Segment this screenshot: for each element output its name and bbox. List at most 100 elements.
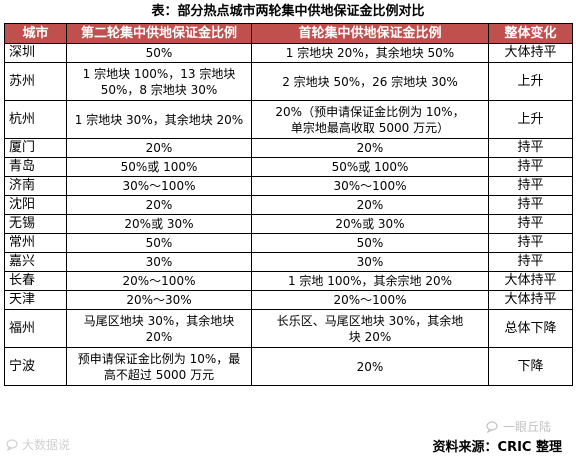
table-row: 苏州 1 宗地块 100%，13 宗地块 50%，8 宗地块 30% 2 宗地块 50…	[4, 62, 573, 101]
cell-city: 宁波	[4, 347, 67, 386]
cell-first-round: 2 宗地块 50%，26 宗地块 30%	[251, 62, 489, 101]
header-change: 整体变化	[488, 23, 573, 44]
cell-change: 持平	[488, 138, 573, 158]
table-row: 杭州 1 宗地块 30%，其余地块 20% 20%（预申请保证金比例为 10%， 单宗…	[4, 100, 573, 139]
cell-line: 预申请保证金比例为 10%，最	[77, 351, 241, 366]
cell-city: 无锡	[4, 214, 67, 234]
cell-first-round: 20%	[251, 195, 489, 215]
cell-line: 20%	[356, 359, 384, 374]
cell-line: 20%或 30%	[335, 217, 405, 231]
cell-first-round: 长乐区、马尾区地块 30%，其余地块 20%	[251, 309, 489, 348]
table-row: 厦门 20% 20% 持平	[4, 138, 573, 158]
cell-second-round: 20%	[66, 195, 252, 215]
cell-line: 20%～100%	[122, 274, 196, 288]
table-row: 深圳 50% 1 宗地块 20%，其余地块 50% 大体持平	[4, 43, 573, 63]
cell-city: 常州	[4, 233, 67, 253]
table-row: 济南 30%～100% 30%～100% 持平	[4, 176, 573, 196]
table-row: 青岛 50%或 100% 50%或 100% 持平	[4, 157, 573, 177]
cell-line: 50%	[356, 236, 384, 250]
cell-change: 总体下降	[488, 309, 573, 348]
table-row: 长春 20%～100% 1 宗地 100%，其余宗地 20% 大体持平	[4, 271, 573, 291]
cell-change: 下降	[488, 347, 573, 386]
cell-line: 2 宗地块 50%，26 宗地块 30%	[282, 74, 458, 89]
cell-change: 持平	[488, 214, 573, 234]
cell-second-round: 50%	[66, 43, 252, 63]
cell-line: 50%	[145, 46, 173, 60]
cell-line: 50%或 100%	[120, 160, 198, 174]
cell-second-round: 30%	[66, 252, 252, 272]
cell-first-round: 20%	[251, 138, 489, 158]
cell-change: 持平	[488, 233, 573, 253]
cell-city: 深圳	[4, 43, 67, 63]
cell-first-round: 30%～100%	[251, 176, 489, 196]
cell-line: 20%	[356, 198, 384, 212]
cell-change: 上升	[488, 62, 573, 101]
cell-city: 沈阳	[4, 195, 67, 215]
watermark-left-text: 大数据说	[22, 438, 71, 452]
header-first-round: 首轮集中供地保证金比例	[251, 23, 489, 44]
cell-line: 20%	[145, 329, 173, 344]
table-row: 无锡 20%或 30% 20%或 30% 持平	[4, 214, 573, 234]
cell-first-round: 20%或 30%	[251, 214, 489, 234]
cell-change: 持平	[488, 195, 573, 215]
chat-bubble-icon	[6, 438, 18, 451]
cell-line: 20%或 30%	[124, 217, 194, 231]
watermark-left: 大数据说	[6, 436, 70, 453]
watermark-right: 一眼丘陆	[486, 418, 551, 435]
cell-first-round: 20%～100%	[251, 290, 489, 310]
cell-line: 1 宗地块 30%，其余地块 20%	[74, 112, 244, 127]
cell-change: 上升	[488, 100, 573, 139]
cell-line: 30%	[356, 255, 384, 269]
cell-change: 大体持平	[488, 43, 573, 63]
cell-first-round: 30%	[251, 252, 489, 272]
cell-second-round: 30%～100%	[66, 176, 252, 196]
cell-line: 1 宗地 100%，其余宗地 20%	[287, 274, 453, 288]
cell-city: 福州	[4, 309, 67, 348]
cell-line: 20%～30%	[126, 293, 192, 307]
cell-city: 长春	[4, 271, 67, 291]
chat-bubble-icon	[486, 420, 498, 433]
cell-second-round: 50%或 100%	[66, 157, 252, 177]
cell-change: 大体持平	[488, 290, 573, 310]
cell-second-round: 马尾区地块 30%，其余地块 20%	[66, 309, 252, 348]
cell-line: 20%	[145, 141, 173, 155]
cell-second-round: 1 宗地块 30%，其余地块 20%	[66, 100, 252, 139]
cell-second-round: 20%～30%	[66, 290, 252, 310]
table-title: 表：部分热点城市两轮集中供地保证金比例对比	[151, 4, 425, 19]
cell-change: 大体持平	[488, 271, 573, 291]
cell-line: 50%，8 宗地块 30%	[100, 82, 218, 97]
cell-line: 马尾区地块 30%，其余地块	[83, 313, 235, 328]
cell-city: 厦门	[4, 138, 67, 158]
cell-line: 单宗地最高收取 5000 万元）	[290, 120, 450, 135]
cell-city: 天津	[4, 290, 67, 310]
cell-line: 高不超过 5000 万元	[103, 367, 215, 382]
cell-city: 杭州	[4, 100, 67, 139]
header-city: 城市	[4, 23, 67, 44]
table-row: 沈阳 20% 20% 持平	[4, 195, 573, 215]
cell-line: 20%	[356, 141, 384, 155]
cell-line: 20%	[145, 198, 173, 212]
cell-change: 持平	[488, 176, 573, 196]
cell-first-round: 20%（预申请保证金比例为 10%， 单宗地最高收取 5000 万元）	[251, 100, 489, 139]
cell-change: 持平	[488, 252, 573, 272]
cell-line: 20%～100%	[333, 293, 407, 307]
cell-second-round: 50%	[66, 233, 252, 253]
cell-line: 30%～100%	[122, 179, 196, 193]
table-header-row: 城市 第二轮集中供地保证金比例 首轮集中供地保证金比例 整体变化	[4, 23, 573, 44]
cell-line: 50%或 100%	[331, 160, 409, 174]
cell-line: 30%～100%	[333, 179, 407, 193]
source-note: 资料来源：CRIC 整理	[432, 440, 562, 455]
table-row: 常州 50% 50% 持平	[4, 233, 573, 253]
table-row: 宁波 预申请保证金比例为 10%，最 高不超过 5000 万元 20% 下降	[4, 347, 573, 386]
cell-second-round: 20%～100%	[66, 271, 252, 291]
cell-city: 青岛	[4, 157, 67, 177]
cell-change: 持平	[488, 157, 573, 177]
table-row: 福州 马尾区地块 30%，其余地块 20% 长乐区、马尾区地块 30%，其余地块 20…	[4, 309, 573, 348]
cell-city: 嘉兴	[4, 252, 67, 272]
cell-second-round: 20%或 30%	[66, 214, 252, 234]
cell-first-round: 50%或 100%	[251, 157, 489, 177]
cell-first-round: 1 宗地块 20%，其余地块 50%	[251, 43, 489, 63]
cell-second-round: 1 宗地块 100%，13 宗地块 50%，8 宗地块 30%	[66, 62, 252, 101]
cell-line: 1 宗地块 20%，其余地块 50%	[285, 46, 455, 60]
header-second-round: 第二轮集中供地保证金比例	[66, 23, 252, 44]
